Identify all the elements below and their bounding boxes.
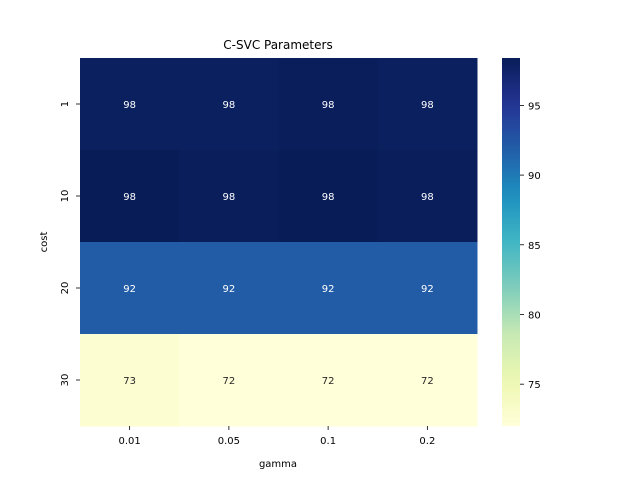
colorbar-tick-label: 75 bbox=[528, 380, 541, 391]
y-tick-label: 20 bbox=[60, 282, 71, 295]
y-axis-ticks: 1 10 20 30 bbox=[60, 101, 80, 387]
heatmap-cell-label: 92 bbox=[123, 284, 136, 295]
heatmap-cell-label: 72 bbox=[223, 376, 236, 387]
heatmap-cell bbox=[278, 334, 379, 427]
y-tick-label: 1 bbox=[60, 101, 71, 107]
heatmap-cell bbox=[80, 150, 180, 243]
heatmap-cell bbox=[278, 242, 379, 335]
y-tick-label: 30 bbox=[60, 374, 71, 387]
heatmap-cell-label: 72 bbox=[322, 376, 335, 387]
heatmap-cell bbox=[377, 150, 478, 243]
heatmap-cell-label: 98 bbox=[322, 192, 335, 203]
x-tick-label: 0.2 bbox=[419, 436, 435, 447]
colorbar-ticks: 75 80 85 90 95 bbox=[520, 101, 541, 391]
heatmap-cell-label: 92 bbox=[421, 284, 434, 295]
x-axis-ticks: 0.01 0.05 0.1 0.2 bbox=[118, 426, 435, 447]
heatmap-cell bbox=[377, 58, 478, 151]
colorbar-tick-label: 85 bbox=[528, 241, 541, 252]
colorbar-tick-label: 95 bbox=[528, 101, 541, 112]
heatmap-cell bbox=[278, 58, 379, 151]
heatmap-cells: 98 98 98 98 98 98 98 98 92 92 92 92 73 72 72 72 bbox=[80, 58, 478, 427]
chart-title: C-SVC Parameters bbox=[223, 38, 332, 52]
heatmap-cell bbox=[179, 242, 279, 335]
heatmap-cell-label: 73 bbox=[123, 376, 136, 387]
heatmap-cell bbox=[179, 58, 279, 151]
heatmap-cell-label: 98 bbox=[421, 192, 434, 203]
heatmap-cell bbox=[179, 334, 279, 427]
heatmap-cell bbox=[377, 334, 478, 427]
x-tick-label: 0.1 bbox=[320, 436, 336, 447]
y-tick-label: 10 bbox=[60, 190, 71, 203]
heatmap-cell-label: 98 bbox=[322, 100, 335, 111]
heatmap-cell-label: 92 bbox=[322, 284, 335, 295]
heatmap-cell-label: 98 bbox=[123, 100, 136, 111]
heatmap-cell-label: 98 bbox=[223, 192, 236, 203]
heatmap-cell bbox=[80, 58, 180, 151]
heatmap-cell-label: 98 bbox=[421, 100, 434, 111]
x-tick-label: 0.01 bbox=[118, 436, 140, 447]
colorbar-tick-label: 80 bbox=[528, 310, 541, 321]
heatmap-cell-label: 72 bbox=[421, 376, 434, 387]
heatmap-cell-label: 92 bbox=[223, 284, 236, 295]
x-axis-label: gamma bbox=[259, 459, 297, 470]
heatmap-cell-label: 98 bbox=[223, 100, 236, 111]
heatmap-cell bbox=[80, 334, 180, 427]
colorbar bbox=[502, 58, 520, 426]
x-tick-label: 0.05 bbox=[218, 436, 240, 447]
heatmap-cell bbox=[179, 150, 279, 243]
y-axis-label: cost bbox=[39, 232, 50, 253]
colorbar-tick-label: 90 bbox=[528, 171, 541, 182]
heatmap-cell-label: 98 bbox=[123, 192, 136, 203]
heatmap-cell bbox=[80, 242, 180, 335]
heatmap-cell bbox=[278, 150, 379, 243]
heatmap-cell bbox=[377, 242, 478, 335]
